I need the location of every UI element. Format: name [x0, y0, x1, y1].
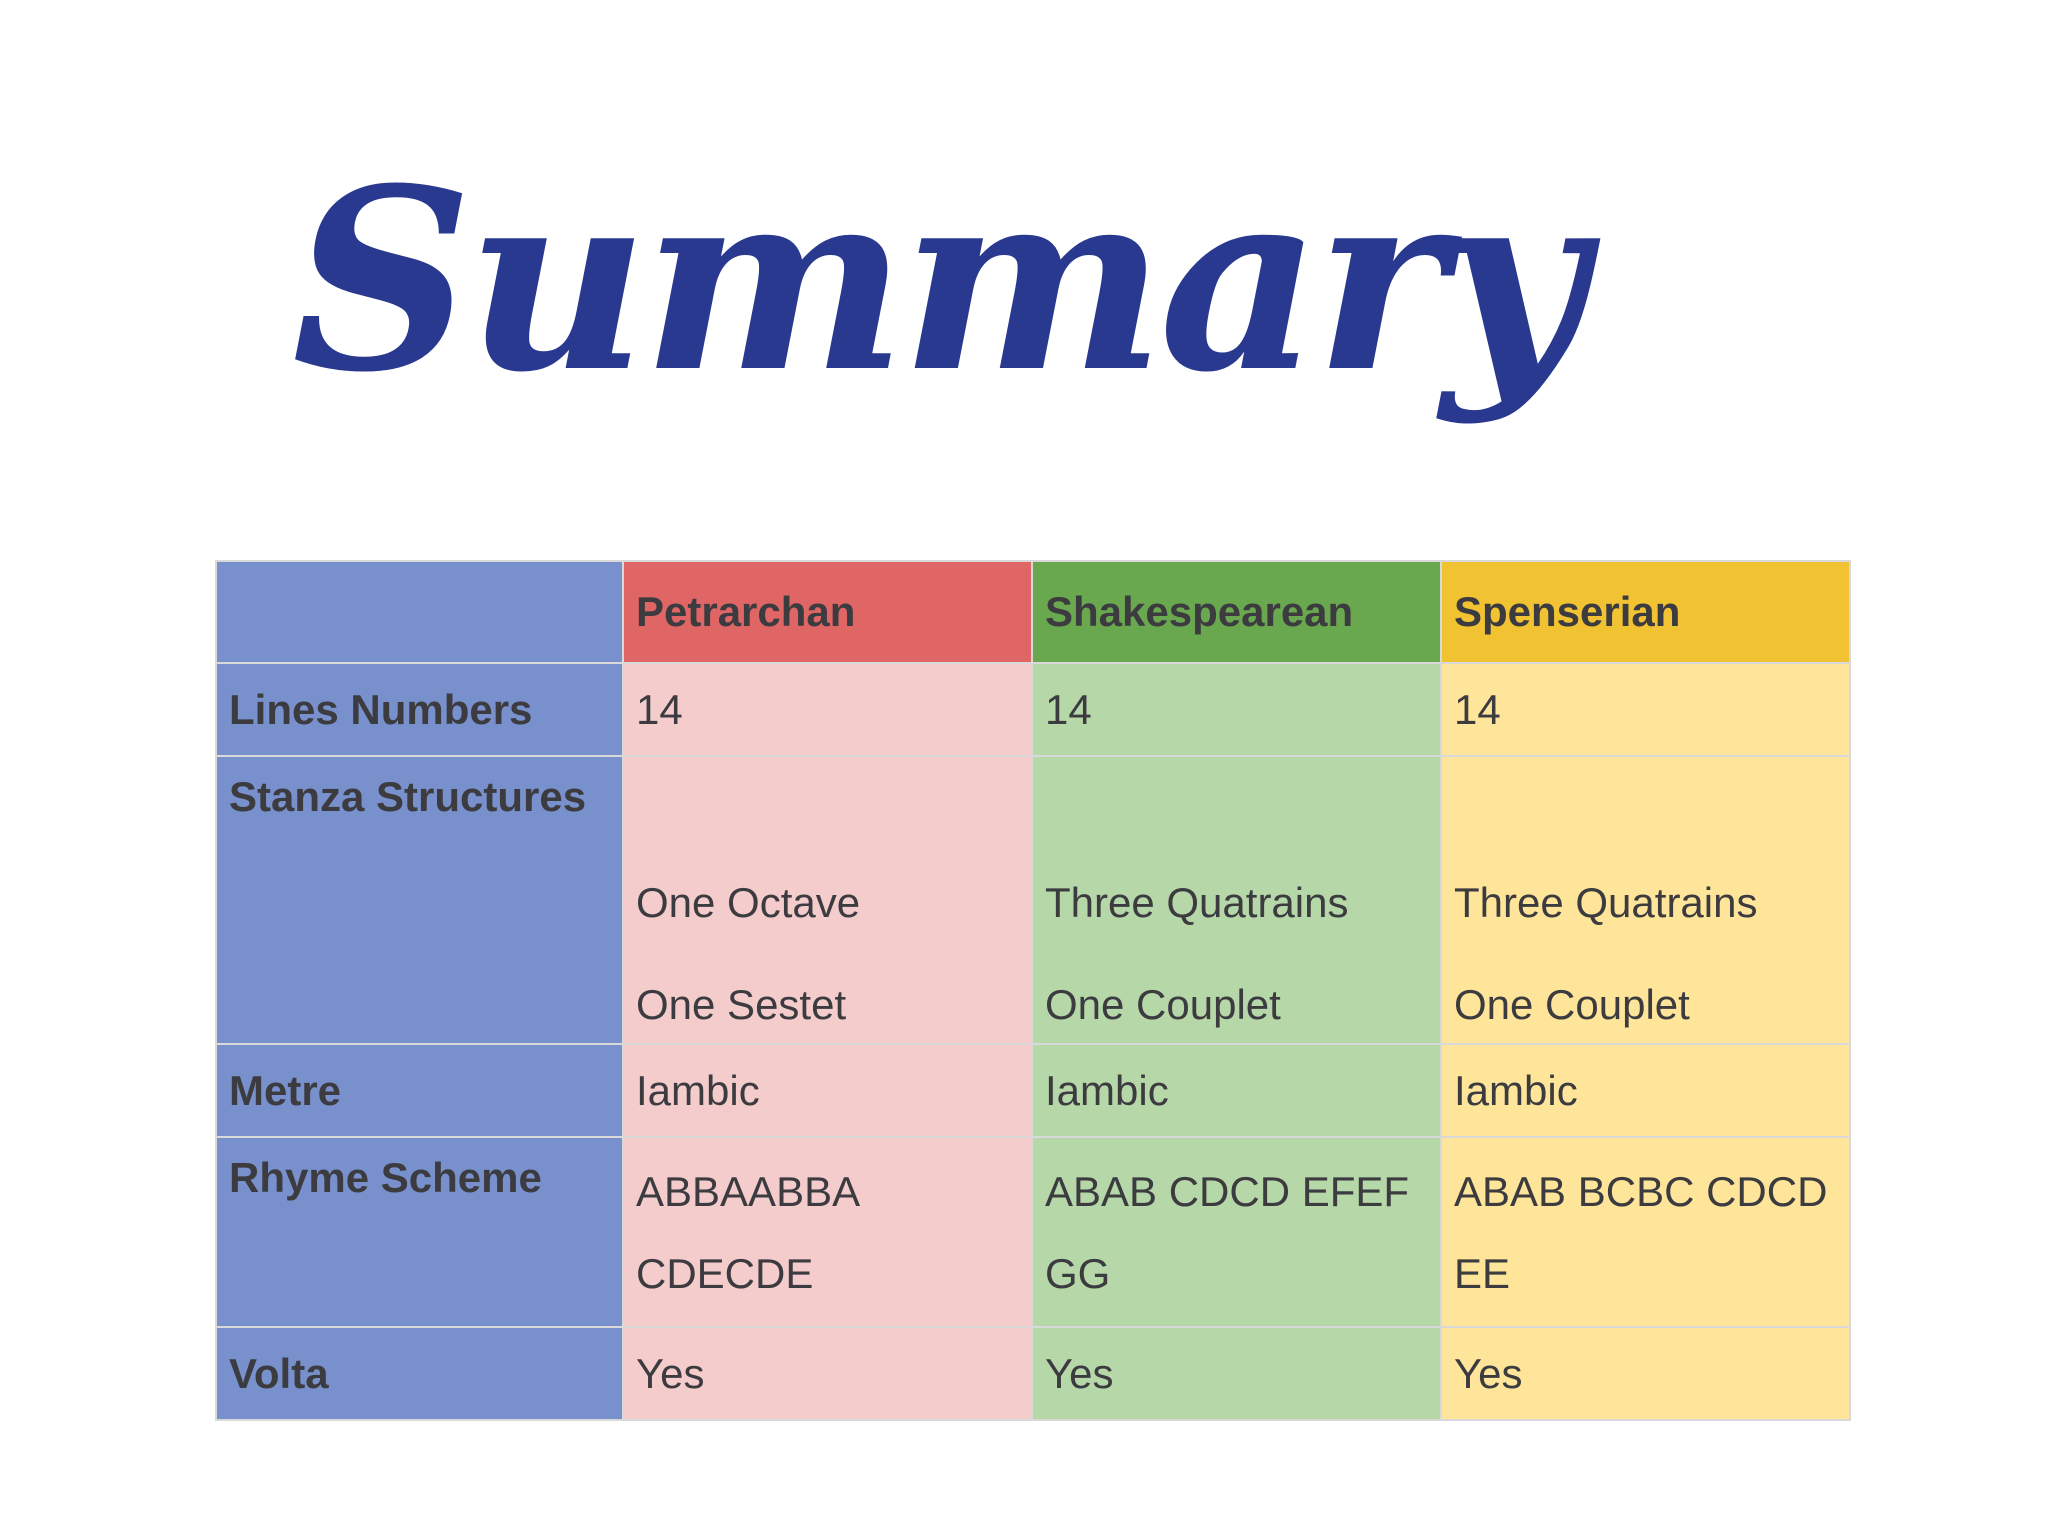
- cell-petrarchan: 14: [622, 662, 1033, 757]
- row-label: Lines Numbers: [215, 662, 624, 757]
- page-title: Summary: [291, 133, 1586, 427]
- stanza-second-line: One Couplet: [1045, 981, 1281, 1028]
- row-label: Volta: [215, 1326, 624, 1421]
- cell-spenserian: Iambic: [1440, 1043, 1851, 1138]
- cell-spenserian: Yes: [1440, 1326, 1851, 1421]
- header-petrarchan: Petrarchan: [622, 560, 1033, 664]
- cell-shakespearean: Three Quatrains One Couplet: [1031, 755, 1442, 1045]
- row-label: Stanza Structures: [215, 755, 624, 1045]
- stanza-second-line: One Sestet: [636, 981, 847, 1028]
- stanza-first-line: One Octave: [636, 879, 861, 926]
- stanza-second-line: One Couplet: [1454, 981, 1690, 1028]
- table-header-row: Petrarchan Shakespearean Spenserian: [215, 560, 1851, 664]
- header-corner-cell: [215, 560, 624, 664]
- sonnet-summary-table: Petrarchan Shakespearean Spenserian Line…: [215, 560, 1851, 1421]
- header-spenserian: Spenserian: [1440, 560, 1851, 664]
- table-row-volta: Volta Yes Yes Yes: [215, 1326, 1851, 1421]
- cell-shakespearean: ABAB CDCD EFEF GG: [1031, 1136, 1442, 1328]
- stanza-first-line: Three Quatrains: [1454, 879, 1758, 926]
- cell-spenserian: 14: [1440, 662, 1851, 757]
- cell-petrarchan: Iambic: [622, 1043, 1033, 1138]
- header-shakespearean: Shakespearean: [1031, 560, 1442, 664]
- table-row-lines-numbers: Lines Numbers 14 14 14: [215, 662, 1851, 757]
- table-row-metre: Metre Iambic Iambic Iambic: [215, 1043, 1851, 1138]
- row-label: Metre: [215, 1043, 624, 1138]
- cell-petrarchan: Yes: [622, 1326, 1033, 1421]
- cell-petrarchan: ABBAABBA CDECDE: [622, 1136, 1033, 1328]
- cell-petrarchan: One Octave One Sestet: [622, 755, 1033, 1045]
- cell-spenserian: Three Quatrains One Couplet: [1440, 755, 1851, 1045]
- row-label: Rhyme Scheme: [215, 1136, 624, 1328]
- stanza-first-line: Three Quatrains: [1045, 879, 1349, 926]
- table-row-rhyme-scheme: Rhyme Scheme ABBAABBA CDECDE ABAB CDCD E…: [215, 1136, 1851, 1328]
- cell-shakespearean: Iambic: [1031, 1043, 1442, 1138]
- cell-spenserian: ABAB BCBC CDCD EE: [1440, 1136, 1851, 1328]
- cell-shakespearean: 14: [1031, 662, 1442, 757]
- table-row-stanza-structures: Stanza Structures One Octave One Sestet …: [215, 755, 1851, 1045]
- cell-shakespearean: Yes: [1031, 1326, 1442, 1421]
